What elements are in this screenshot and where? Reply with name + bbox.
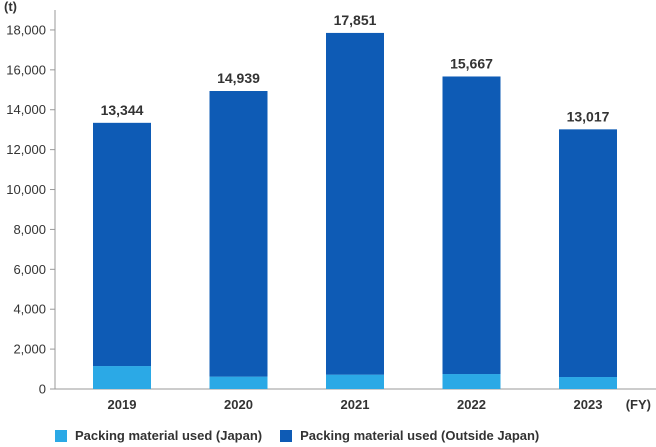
bar-total-label: 13,344	[101, 102, 144, 118]
y-tick-label: 12,000	[6, 142, 46, 157]
bar-segment-japan	[559, 377, 617, 389]
x-unit-label: (FY)	[626, 397, 651, 412]
bar-segment-outside-japan	[559, 129, 617, 378]
bar-total-label: 15,667	[450, 55, 493, 71]
bar-segment-outside-japan	[442, 76, 501, 375]
legend-label-japan: Packing material used (Japan)	[75, 428, 263, 443]
x-tick-label: 2021	[341, 397, 370, 412]
y-tick-label: 4,000	[13, 302, 46, 317]
y-unit-label: (t)	[4, 0, 17, 14]
y-tick-label: 16,000	[6, 62, 46, 77]
bar-total-label: 17,851	[334, 12, 377, 28]
y-tick-label: 10,000	[6, 182, 46, 197]
bar-segment-japan	[326, 374, 384, 389]
legend: Packing material used (Japan) Packing ma…	[55, 428, 557, 443]
bars	[93, 32, 617, 389]
y-tick-label: 2,000	[13, 342, 46, 357]
bar-total-label: 14,939	[217, 70, 260, 86]
bar-segment-outside-japan	[326, 32, 384, 375]
bar-segment-japan	[209, 376, 268, 389]
bar-segment-outside-japan	[93, 122, 151, 367]
y-axis: 0 2,000 4,000 6,000 8,000 10,000 12,000 14,000 1…	[6, 10, 56, 397]
y-tick-label: 0	[39, 382, 46, 397]
x-tick-label: 2020	[224, 397, 253, 412]
legend-swatch-japan	[55, 429, 67, 442]
bar-segment-outside-japan	[209, 91, 268, 377]
bar-segment-japan	[442, 374, 501, 389]
x-axis: 2019 2020 2021 2022 2023	[55, 388, 656, 412]
legend-item-japan: Packing material used (Japan)	[55, 428, 262, 443]
x-tick-label: 2022	[457, 397, 486, 412]
y-tick-label: 14,000	[6, 102, 46, 117]
y-tick-label: 8,000	[13, 222, 46, 237]
x-tick-label: 2023	[574, 397, 603, 412]
x-tick-label: 2019	[108, 397, 137, 412]
bar-segment-japan	[93, 366, 151, 389]
legend-label-outside-japan: Packing material used (Outside Japan)	[300, 428, 540, 443]
bar-total-label: 13,017	[567, 108, 610, 124]
legend-item-outside-japan: Packing material used (Outside Japan)	[280, 428, 539, 443]
y-tick-label: 6,000	[13, 262, 46, 277]
legend-swatch-outside-japan	[280, 429, 293, 442]
total-labels: 13,344 14,939 17,851 15,667 13,017	[101, 12, 610, 124]
y-tick-label: 18,000	[6, 22, 46, 37]
